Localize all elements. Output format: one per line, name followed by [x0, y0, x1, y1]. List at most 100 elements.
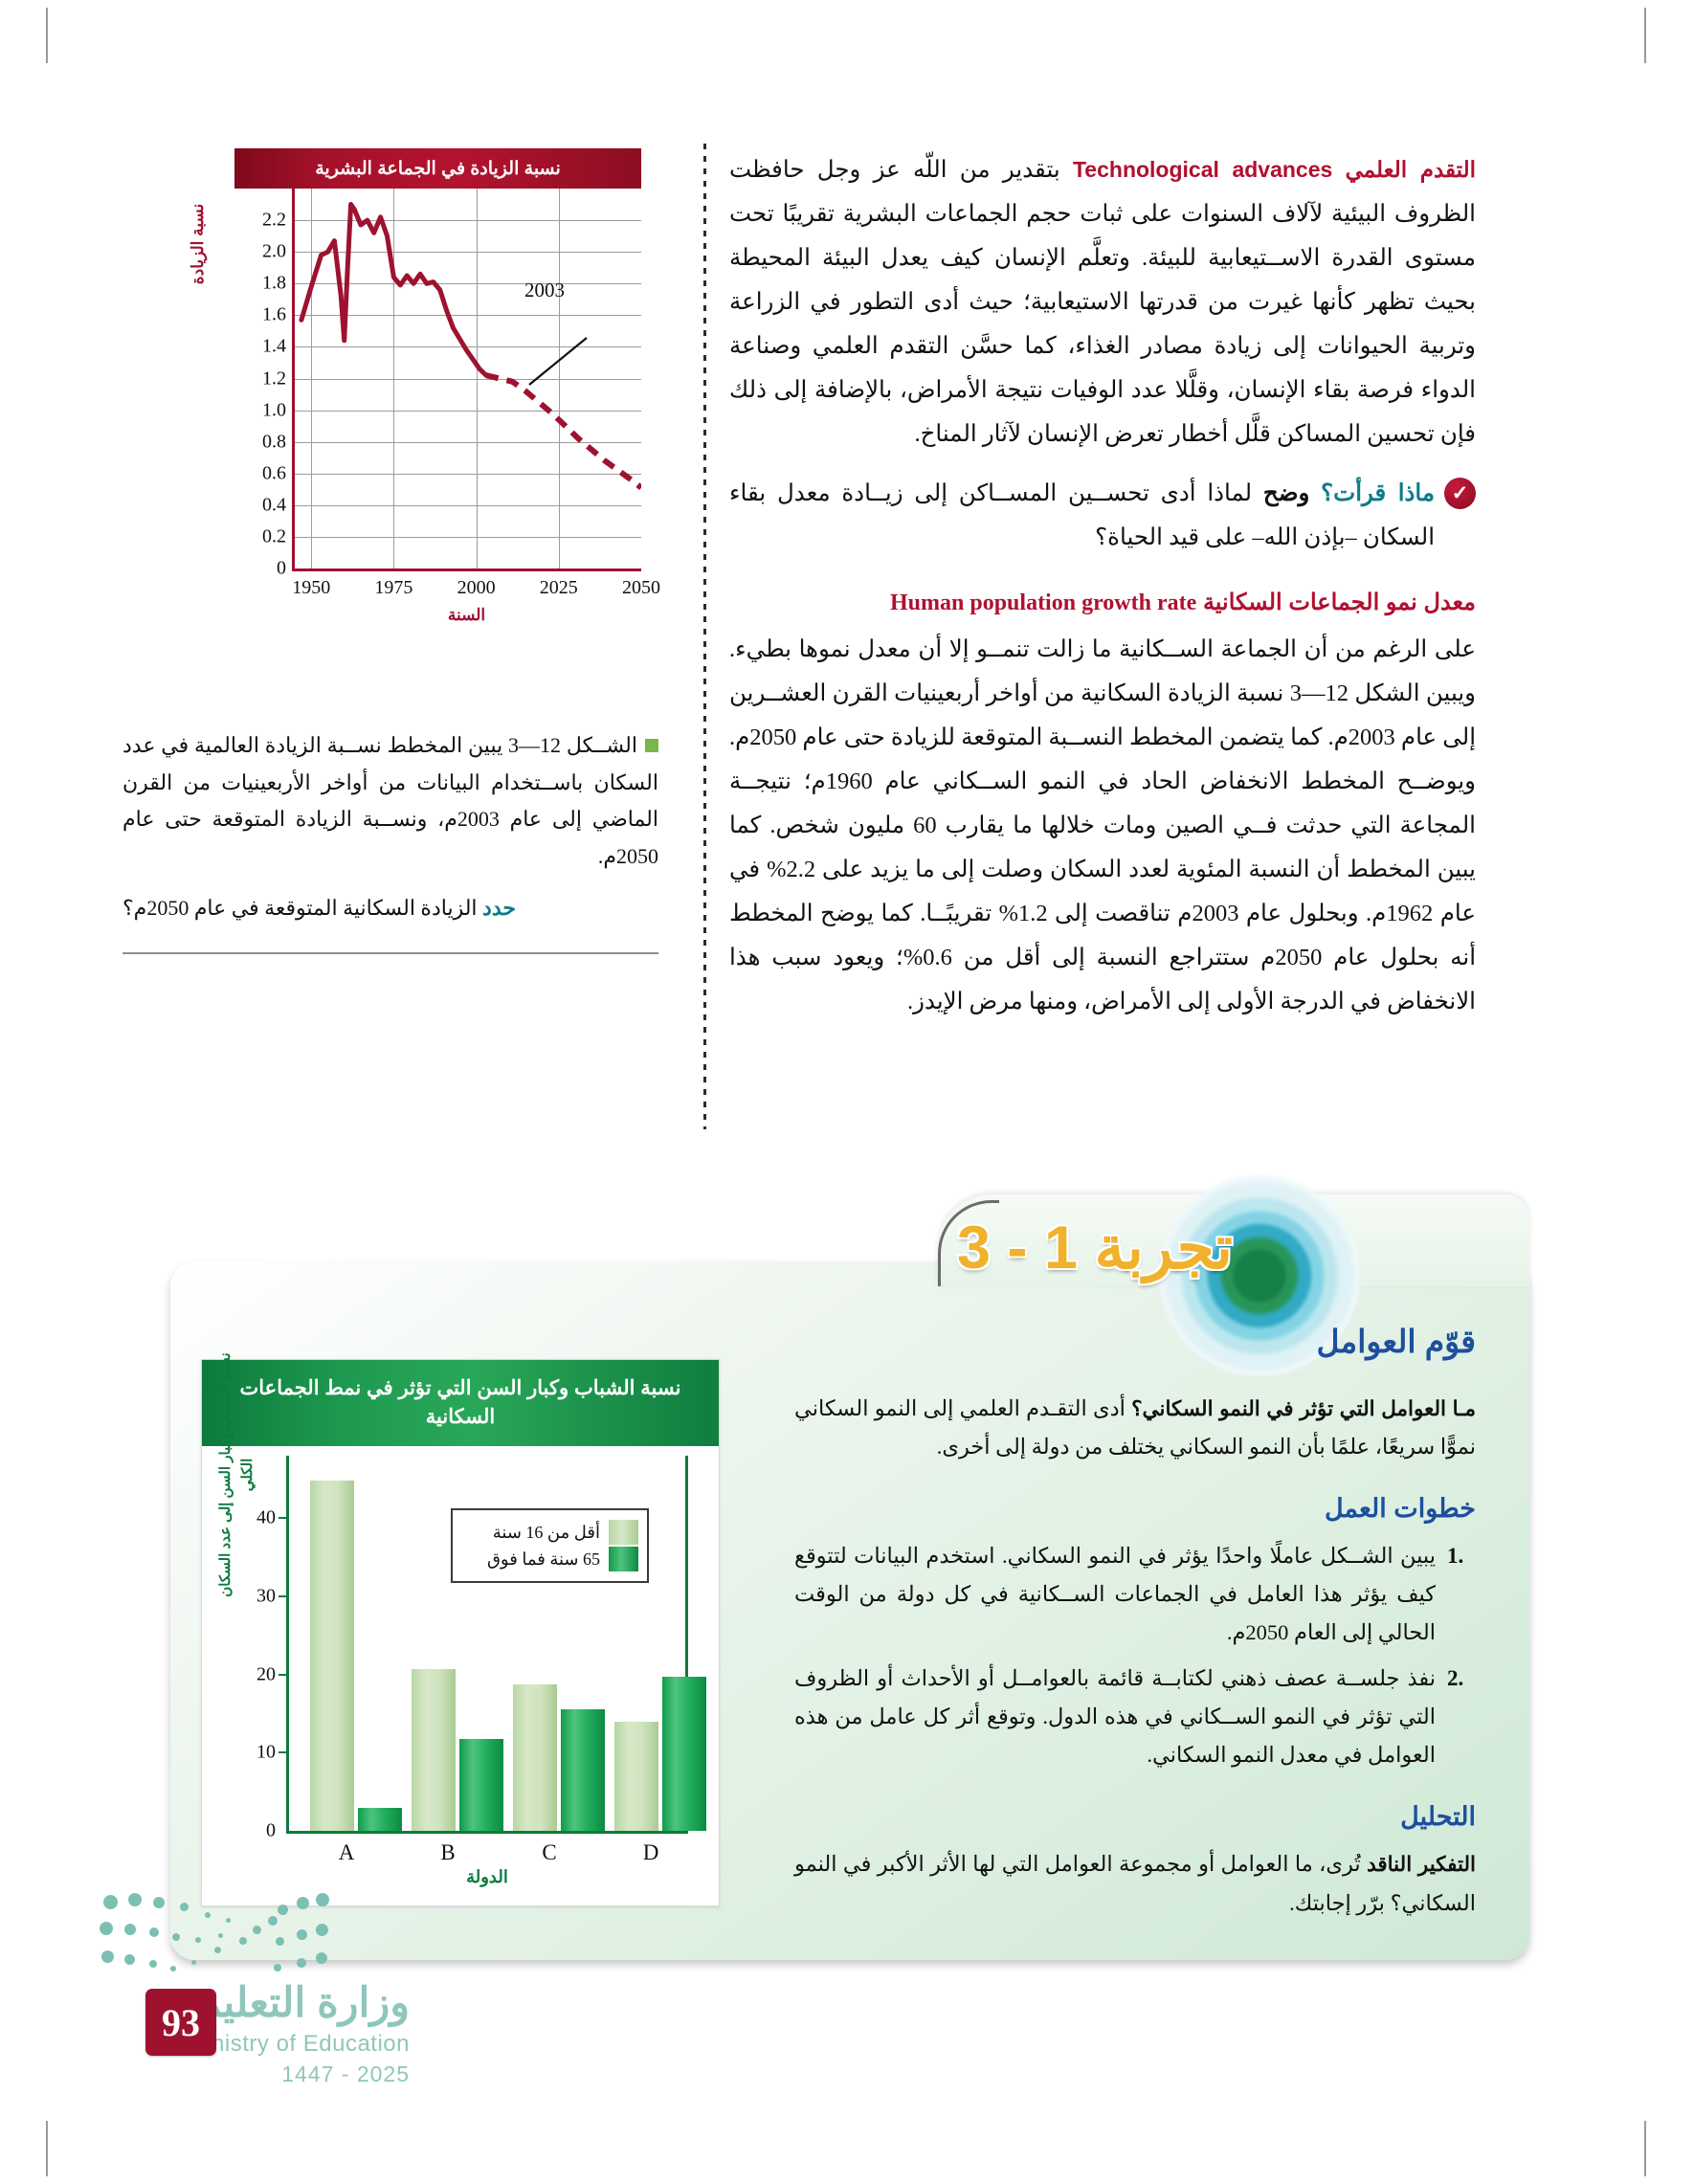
y-tick-label: 30 — [256, 1585, 276, 1607]
gridline-h — [295, 283, 641, 285]
lab-heading: قوّم العوامل — [1316, 1324, 1476, 1359]
body-text-column: التقدم العلمي Technological advances بتق… — [729, 148, 1476, 1028]
figure-1-x-axis-label: السنة — [447, 606, 486, 624]
y-tick-label: 40 — [256, 1506, 276, 1528]
annotation-2003-label: 2003 — [524, 279, 565, 301]
map-dot — [218, 1933, 223, 1938]
y-tick-label: 20 — [256, 1663, 276, 1685]
legend-entry-over65: 65 سنة فما فوق — [461, 1547, 638, 1571]
map-dot — [297, 1897, 309, 1909]
lab-step-number: 1. — [1447, 1544, 1464, 1569]
x-tick-label: 2025 — [539, 577, 578, 598]
gridline-h — [295, 378, 641, 380]
section-heading-growth-rate-en: Human population growth rate — [890, 591, 1197, 616]
crop-mark-top-left — [46, 8, 48, 63]
map-dot — [278, 1905, 288, 1915]
lab-intro: مـا العوامل التي تؤثر في النمو السكاني؟ … — [794, 1390, 1476, 1466]
figure-2-legend: أقل من 16 سنة 65 سنة فما فوق — [451, 1508, 649, 1583]
gridline-v — [311, 189, 313, 568]
ministry-logo: وزارة التعليم Ministry of Education 2025… — [94, 1983, 410, 2107]
bar-C-under16 — [513, 1684, 557, 1831]
reading-check-verb: وضح — [1262, 480, 1310, 507]
map-dot — [101, 1950, 114, 1963]
lab-intro-question: مـا العوامل التي تؤثر في النمو السكاني؟ — [1131, 1397, 1477, 1420]
gridline-v — [476, 189, 478, 568]
map-dot — [100, 1922, 113, 1935]
y-tick-label: 1.2 — [262, 368, 286, 389]
legend-entry-under16: أقل من 16 سنة — [461, 1520, 638, 1545]
y-tick-label: 1.0 — [262, 399, 286, 421]
gridline-h — [295, 315, 641, 317]
section-heading-growth-rate: معدل نمو الجماعات السكانية Human populat… — [729, 581, 1476, 625]
bar-D-over65 — [662, 1677, 706, 1831]
figure-1-data-curves — [299, 202, 641, 490]
legend-label-over65: 65 سنة فما فوق — [486, 1549, 600, 1569]
y-tick-label: 2.0 — [262, 240, 286, 262]
lab-step-item: 1. يبين الشــكل عاملًا واحدًا يؤثر في ال… — [794, 1537, 1476, 1652]
gridline-h — [295, 346, 641, 348]
paragraph-growth-rate: معدل نمو الجماعات السكانية Human populat… — [729, 581, 1476, 1024]
y-tick-label: 0.8 — [262, 431, 286, 453]
y-tick-label: 0 — [277, 557, 286, 579]
y-tick-mark — [279, 1751, 289, 1754]
lab-analysis-text: تُرى، ما العوامل أو مجموعة العوامل التي … — [794, 1852, 1476, 1915]
y-tick-label: 1.8 — [262, 272, 286, 294]
x-tick-label: A — [338, 1840, 355, 1864]
gridline-h — [295, 252, 641, 254]
map-dot — [253, 1926, 261, 1934]
legend-label-under16: أقل من 16 سنة — [492, 1522, 600, 1542]
figure-2-title: نسبة الشباب وكبار السن التي تؤثر في نمط … — [202, 1360, 719, 1446]
figure-2-x-axis-label: الدولة — [466, 1867, 508, 1886]
bar-A-over65 — [358, 1807, 402, 1831]
ministry-name-en: Ministry of Education — [186, 2031, 410, 2057]
map-dot — [124, 1954, 135, 1965]
y-tick-mark — [279, 1673, 289, 1676]
lab-analysis-label: التفكير الناقد — [1367, 1853, 1477, 1877]
x-tick-label: C — [542, 1840, 557, 1864]
y-tick-label: 0.4 — [262, 494, 286, 516]
figure-2-y-axis-label: نسبة الشباب وكبار السن إلى عدد السكان ال… — [217, 1352, 256, 1597]
figure-1-line-chart: نسبة الزيادة في الجماعة البشرية 2.2 — [189, 148, 660, 632]
map-dot — [180, 1903, 189, 1911]
figure-1-plot-area: 2.2 2.0 1.8 1.6 1.4 1.2 1.0 0.8 0.6 0.4 … — [262, 189, 660, 598]
figure-1-caption: الشــكل 12—3 يبين المخطط نســبة الزيادة … — [123, 727, 658, 875]
map-dot — [128, 1893, 142, 1906]
figure-1-caption-text: الشــكل 12—3 يبين المخطط نســبة الزيادة … — [123, 733, 658, 868]
gridline-h — [295, 220, 641, 222]
map-dot — [226, 1918, 231, 1923]
bar-C-over65 — [561, 1708, 605, 1831]
map-dot — [268, 1916, 278, 1926]
x-tick-label: 1975 — [374, 577, 413, 598]
gridline-h — [295, 441, 641, 443]
figure-1-caption-question: حدد الزيادة السكانية المتوقعة في عام 205… — [123, 890, 658, 925]
y-tick-label: 1.6 — [262, 303, 286, 325]
map-dot — [191, 1960, 196, 1965]
y-tick-mark — [279, 1595, 289, 1597]
crop-mark-top-right — [1644, 8, 1646, 63]
lab-steps-list: 1. يبين الشــكل عاملًا واحدًا يؤثر في ال… — [794, 1537, 1476, 1774]
inline-heading-technological-advances-en: Technological advances — [1072, 157, 1333, 182]
map-dot — [276, 1937, 284, 1946]
bar-A-under16 — [310, 1481, 354, 1831]
lab-intro-text: أدى التقـدم العلمي إلى النمو السكاني نمو… — [794, 1396, 1476, 1460]
lab-step-item: 2. نفذ جلســة عصف ذهني لكتابــة قائمة با… — [794, 1660, 1476, 1774]
reading-check-question: لماذا أدى تحســين المســاكن إلى زيــادة … — [729, 480, 1435, 551]
map-dot — [316, 1893, 329, 1906]
reading-check-block: ✓ ماذا قرأت؟ وضح لماذا أدى تحســين المسـ… — [729, 472, 1476, 560]
caption-bullet-icon — [645, 739, 658, 752]
lab-step-number: 2. — [1447, 1666, 1464, 1691]
y-tick-label: 1.4 — [262, 335, 286, 357]
ministry-name-ar: وزارة التعليم — [195, 1980, 410, 2026]
map-dot — [205, 1912, 211, 1918]
map-dot — [239, 1937, 247, 1945]
reading-check-label: ماذا قرأت؟ — [1321, 480, 1436, 507]
gridline-h — [295, 473, 641, 475]
y-tick-label: 0.2 — [262, 525, 286, 547]
lab-analysis-heading: التحليل — [1400, 1802, 1476, 1832]
x-tick-label: 2000 — [457, 577, 496, 598]
legend-swatch-dark-green — [609, 1547, 638, 1571]
lab-step-text: يبين الشــكل عاملًا واحدًا يؤثر في النمو… — [794, 1544, 1436, 1645]
reading-check-text: ماذا قرأت؟ وضح لماذا أدى تحســين المســا… — [729, 472, 1435, 560]
lab-tab-title: تجربة 1 - 3 — [957, 1214, 1233, 1281]
